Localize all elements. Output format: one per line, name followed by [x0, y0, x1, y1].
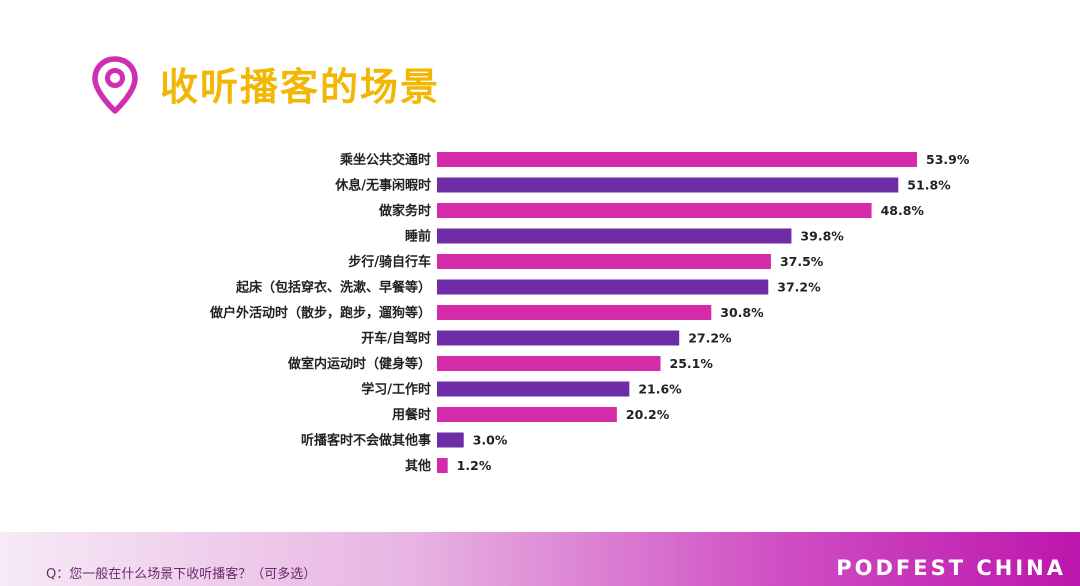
page-title: 收听播客的场景 — [160, 65, 441, 109]
data-label: 37.5% — [780, 254, 824, 269]
bar — [437, 279, 769, 295]
data-label: 25.1% — [670, 356, 714, 371]
data-label: 39.8% — [800, 229, 844, 244]
bar — [437, 432, 464, 448]
category-label: 步行/骑自行车 — [348, 254, 431, 270]
survey-question: Q：您一般在什么场景下收听播客？（可多选） — [46, 567, 317, 582]
bar — [437, 407, 617, 422]
category-label: 学习/工作时 — [361, 382, 431, 398]
data-label: 51.8% — [907, 178, 951, 193]
location-pin-icon — [92, 56, 138, 114]
category-label: 乘坐公共交通时 — [339, 152, 431, 168]
category-label: 开车/自驾时 — [361, 331, 431, 347]
category-label: 做室内运动时（健身等） — [287, 356, 431, 372]
data-label: 27.2% — [688, 331, 732, 346]
data-label: 53.9% — [926, 152, 970, 167]
category-label: 其他 — [405, 458, 431, 474]
data-label: 37.2% — [777, 280, 821, 295]
bar — [437, 458, 448, 473]
category-label: 做户外活动时（散步，跑步，遛狗等） — [209, 305, 431, 321]
bar — [437, 203, 872, 218]
brand-logo-text: PODFEST CHINA — [836, 556, 1066, 580]
category-label: 用餐时 — [391, 407, 431, 423]
data-label: 20.2% — [626, 407, 670, 422]
footer-bar: Q：您一般在什么场景下收听播客？（可多选） PODFEST CHINA — [0, 532, 1080, 586]
bar — [437, 152, 917, 167]
category-label: 做家务时 — [378, 203, 431, 219]
bar — [437, 356, 661, 371]
bar — [437, 305, 712, 320]
category-label: 睡前 — [405, 229, 431, 245]
bar — [437, 177, 899, 193]
category-label: 听播客时不会做其他事 — [301, 433, 431, 449]
bar — [437, 330, 680, 346]
data-label: 48.8% — [881, 203, 925, 218]
bar — [437, 381, 630, 397]
category-label: 起床（包括穿衣、洗漱、早餐等） — [235, 280, 431, 296]
data-label: 30.8% — [720, 305, 764, 320]
data-label: 3.0% — [473, 433, 508, 448]
data-label: 1.2% — [457, 458, 492, 473]
category-label: 休息/无事闲暇时 — [334, 178, 431, 194]
bar — [437, 228, 792, 244]
data-label: 21.6% — [638, 382, 682, 397]
bar — [437, 254, 771, 269]
